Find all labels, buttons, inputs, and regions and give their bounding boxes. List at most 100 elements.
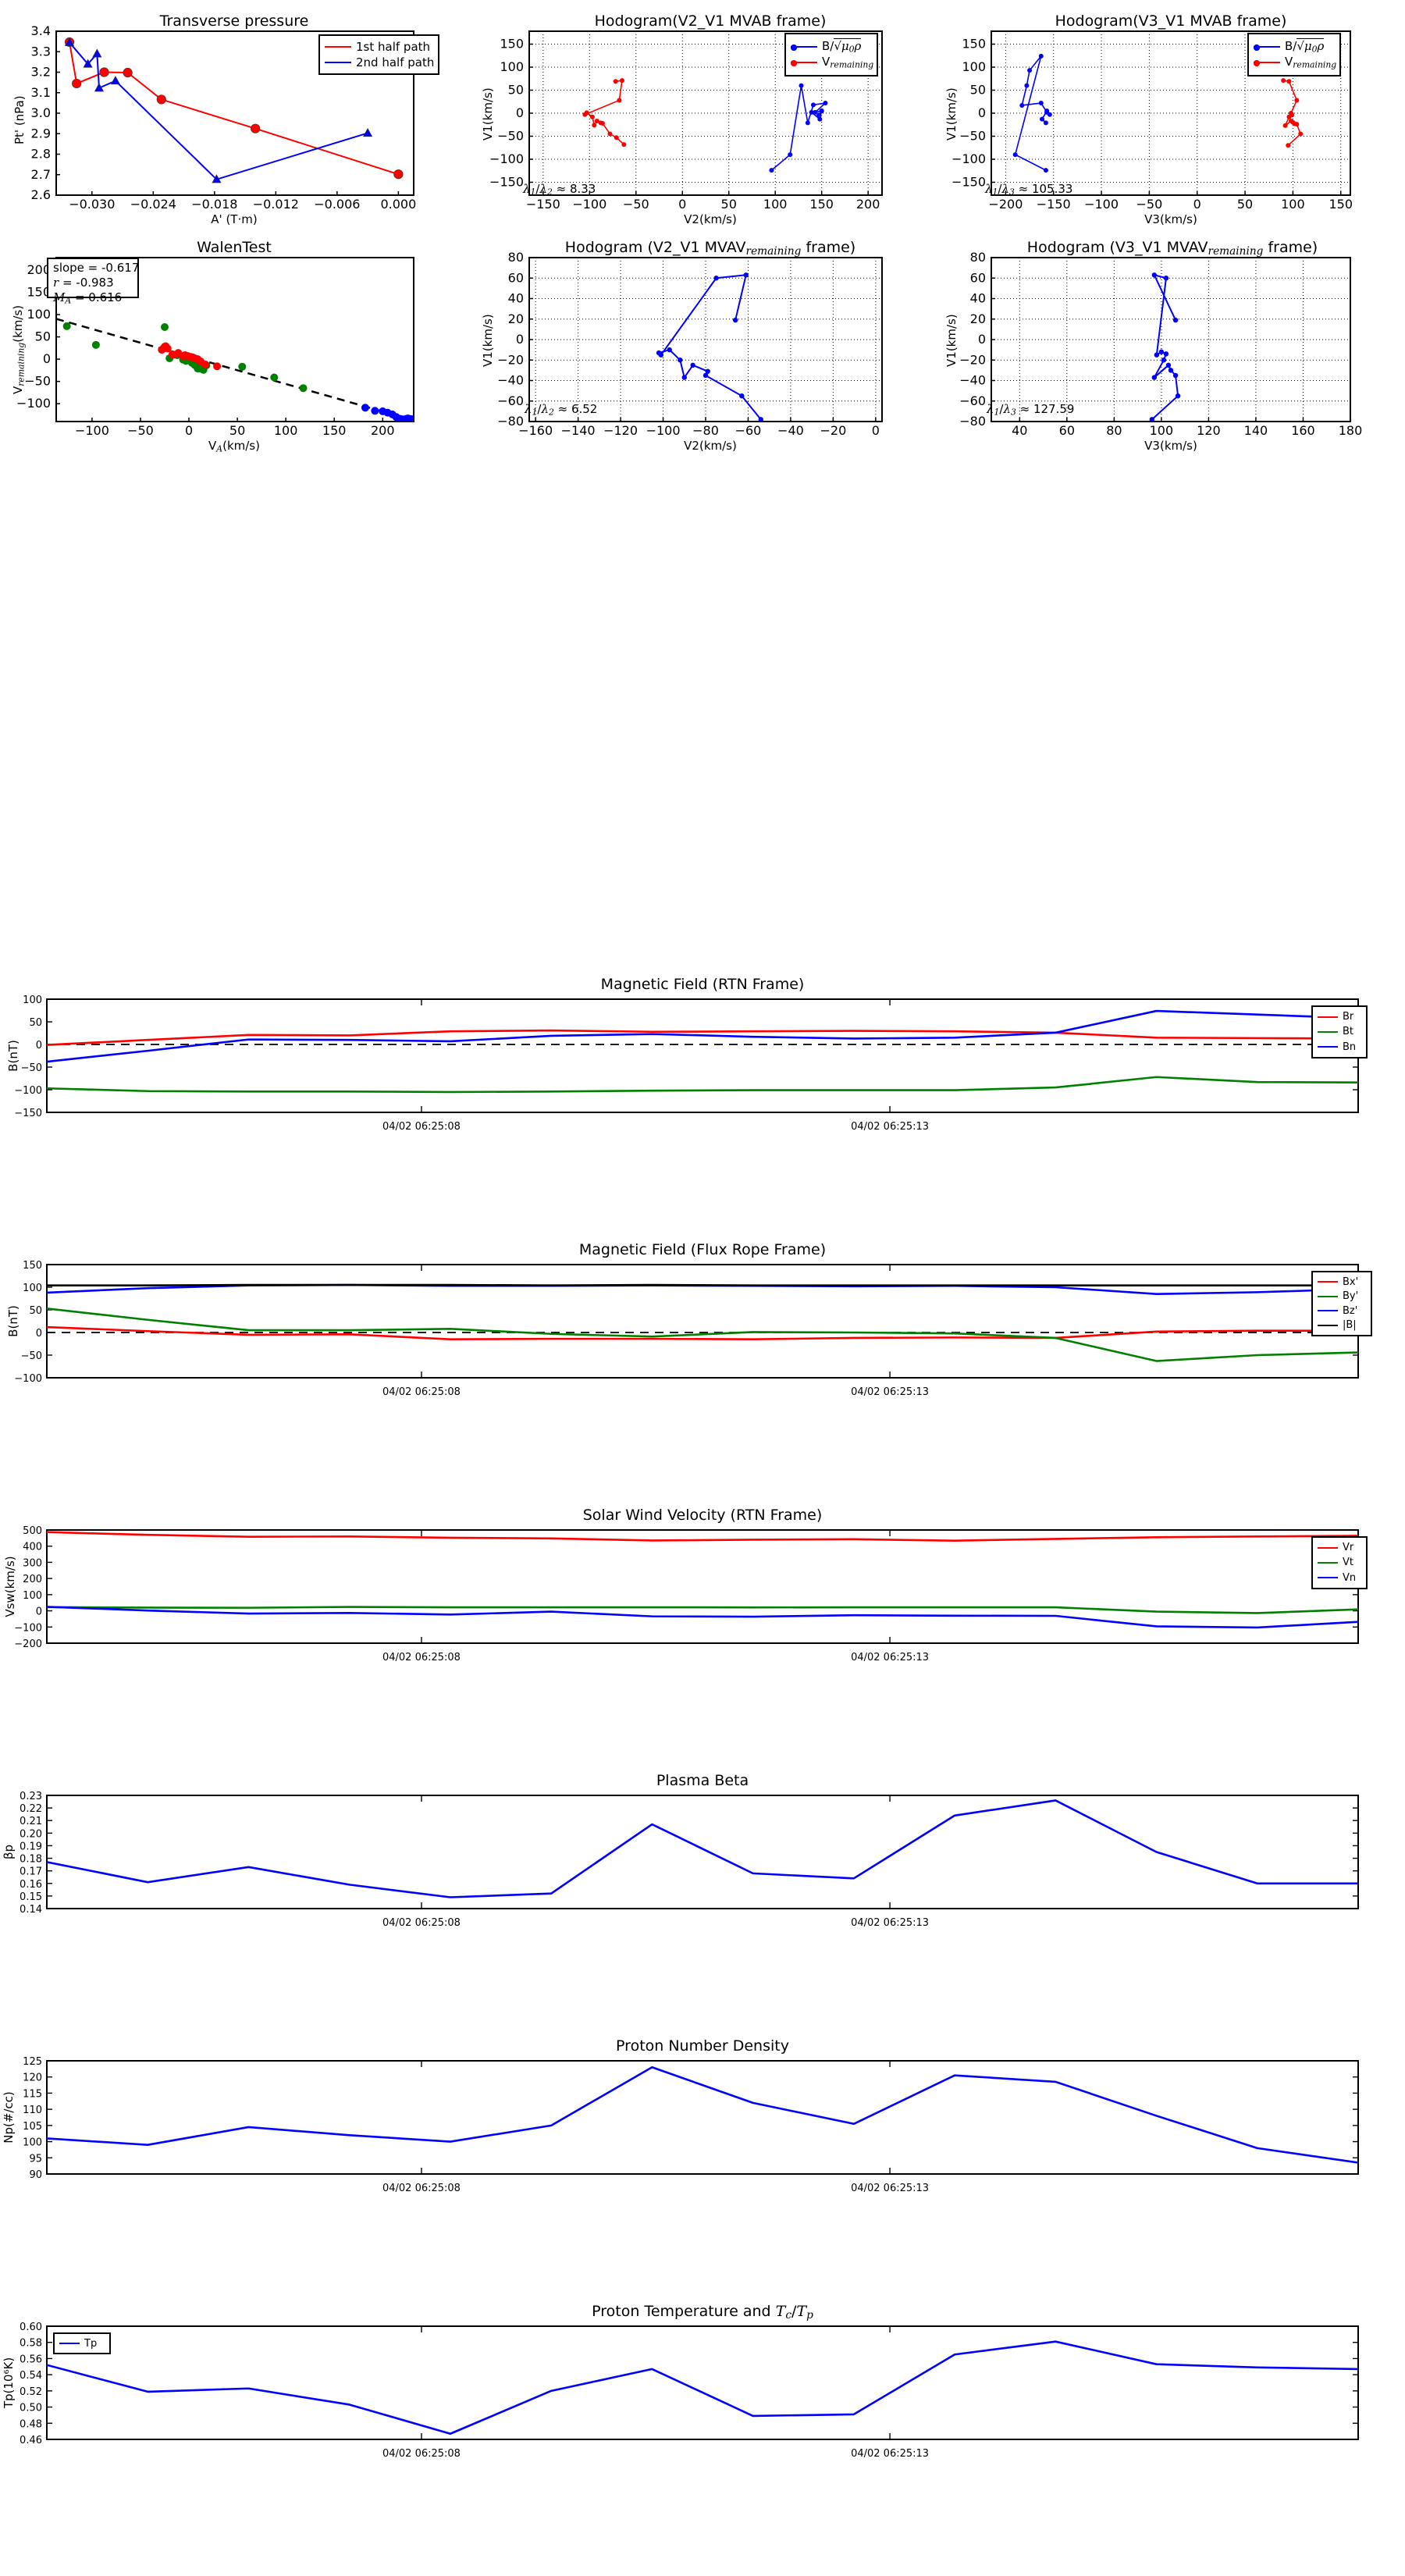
legend-item: B/√μ0ρ <box>791 38 872 55</box>
legend-marker-vremaining <box>791 60 817 66</box>
y-tick-label: 60 <box>508 270 524 285</box>
series-Vt <box>47 1606 1358 1614</box>
hodogram-v3v1-mvav-plot: 40 60 80 100 120 140 160 180 −80 −60 −40 −20 0 20 40 60… <box>959 250 1362 438</box>
y-tick-label: 150 <box>27 285 51 300</box>
tp-plot: 0.46 0.48 0.50 0.52 0.54 0.56 0.58 0.60 04/02 06… <box>2 2322 1359 2460</box>
data-point <box>690 362 695 368</box>
data-point <box>238 362 247 371</box>
y-tick-label: 110 <box>23 2105 42 2116</box>
legend-marker-alfven <box>791 44 817 51</box>
data-point <box>810 102 816 108</box>
legend-marker-vremaining <box>1254 60 1280 66</box>
x-tick-label: −140 <box>561 423 596 438</box>
hodogram-v3v1-mvab-xlabel: V3(km/s) <box>1144 212 1197 226</box>
data-point <box>599 120 605 126</box>
data-layer <box>56 318 414 422</box>
plasma-beta-title: Plasma Beta <box>656 1772 749 1789</box>
legend-item: Bz' <box>1318 1304 1366 1318</box>
data-layer <box>1012 53 1304 173</box>
data-point <box>613 79 618 84</box>
data-point <box>94 83 105 92</box>
hodogram-v2v1-mvav-title: Hodogram (V2_V1 MVAVremaining frame) <box>564 239 856 258</box>
legend-marker-br <box>1318 1016 1338 1018</box>
x-tick-label: 0.000 <box>380 197 416 212</box>
y-tick-label: 120 <box>23 2073 42 2084</box>
legend-marker-vt <box>1318 1561 1338 1564</box>
data-point <box>1151 272 1158 278</box>
legend-marker-2nd-half <box>325 62 351 63</box>
legend-label-vremaining: Vremaining <box>822 55 874 70</box>
data-point <box>809 109 814 115</box>
legend-label: Bn <box>1343 1041 1357 1053</box>
axes-frame <box>46 1795 1359 1909</box>
data-point <box>823 101 828 106</box>
x-tick-label: 100 <box>763 197 788 212</box>
data-point <box>1161 358 1167 363</box>
x-tick-label: 160 <box>1291 423 1315 438</box>
y-tick-label: −100 <box>16 396 51 411</box>
y-tick-label: −40 <box>497 373 524 388</box>
walen-test-xlabel: VA(km/s) <box>208 439 260 454</box>
data-point <box>363 127 373 137</box>
hodogram-v3v1-mvab-eigenvalue-ratio: λ1/λ3 ≈ 105.33 <box>985 182 1073 197</box>
y-tick-label: −100 <box>14 1085 42 1097</box>
data-point <box>1286 143 1291 148</box>
y-tick-label: −20 <box>497 352 524 367</box>
y-tick-label: −200 <box>14 1638 42 1650</box>
data-point <box>270 373 279 382</box>
hodogram-v2v1-mvav-plot: −160 −140 −120 −100 −80 −60 −40 −20 0 −80 −60 −40 −2… <box>497 250 883 438</box>
hodogram-v3v1-mvav-ylabel: V1(km/s) <box>944 314 959 367</box>
y-tick-label: 105 <box>23 2121 42 2133</box>
y-tick-label: −100 <box>951 151 986 166</box>
legend-marker-alfven <box>1254 44 1280 51</box>
y-tick-label: 0.15 <box>20 1891 42 1903</box>
y-tick-label: 150 <box>500 37 524 52</box>
x-tick-label: 0 <box>872 423 880 438</box>
series-Vn <box>47 1606 1358 1629</box>
legend-marker-by <box>1318 1295 1338 1297</box>
y-tick-label: −60 <box>497 393 524 408</box>
y-tick-label: 40 <box>508 291 524 306</box>
legend-item: Bx' <box>1318 1275 1366 1290</box>
hodogram-v3v1-mvav-title: Hodogram (V3_V1 MVAVremaining frame) <box>1026 239 1318 258</box>
x-tick-label: 50 <box>1237 197 1253 212</box>
x-tick-label: −0.030 <box>69 197 115 212</box>
data-point <box>1294 98 1300 103</box>
y-tick-label: 0.21 <box>20 1816 42 1827</box>
hodogram-v3v1-mvav-eigenvalue-ratio: λ1/λ3 ≈ 127.59 <box>987 402 1075 418</box>
x-tick-label: 0 <box>185 423 193 438</box>
x-tick-label: −0.024 <box>130 197 176 212</box>
legend-item: Bt <box>1318 1024 1361 1039</box>
data-layer <box>47 1283 1358 1362</box>
y-tick-label: 3.4 <box>31 23 51 38</box>
y-tick-label: −150 <box>489 174 524 189</box>
panel-hodogram-v2v1-mvav: Hodogram (V2_V1 MVAVremaining frame) −16… <box>468 234 937 453</box>
x-tick-label: 200 <box>856 197 880 212</box>
y-tick-label: 2.9 <box>31 126 51 141</box>
transverse-pressure-legend: 1st half path 2nd half path <box>318 34 439 75</box>
x-tick-label: −50 <box>127 423 154 438</box>
series-Np <box>47 2065 1358 2164</box>
x-tick-label-time: 04/02 06:25:13 <box>851 1917 929 1929</box>
legend-label-alfven: B/√μ0ρ <box>822 38 862 55</box>
y-tick-label: 3.1 <box>31 85 51 100</box>
data-point <box>1151 375 1158 380</box>
walen-test-title: WalenTest <box>197 239 272 256</box>
data-point <box>667 347 672 353</box>
data-layer <box>582 78 828 173</box>
panel-magnetic-field-rtn: Magnetic Field (RTN Frame) −150 −100 −50 0 5… <box>0 976 1405 1163</box>
x-tick-label-time: 04/02 06:25:08 <box>382 1386 461 1398</box>
legend-label: Bz' <box>1343 1304 1358 1317</box>
data-point <box>72 78 82 89</box>
y-tick-label: 3.2 <box>31 65 51 80</box>
y-tick-label: 150 <box>962 37 986 52</box>
data-layer <box>656 272 763 422</box>
x-tick-label-time: 04/02 06:25:13 <box>851 2183 929 2194</box>
data-layer <box>47 2065 1358 2164</box>
data-point <box>1040 116 1045 122</box>
b-rtn-title: Magnetic Field (RTN Frame) <box>600 976 805 993</box>
np-title: Proton Number Density <box>616 2037 789 2055</box>
y-tick-label: −80 <box>959 414 986 429</box>
legend-label: Bt <box>1343 1026 1354 1038</box>
legend-marker-bz <box>1318 1310 1338 1312</box>
